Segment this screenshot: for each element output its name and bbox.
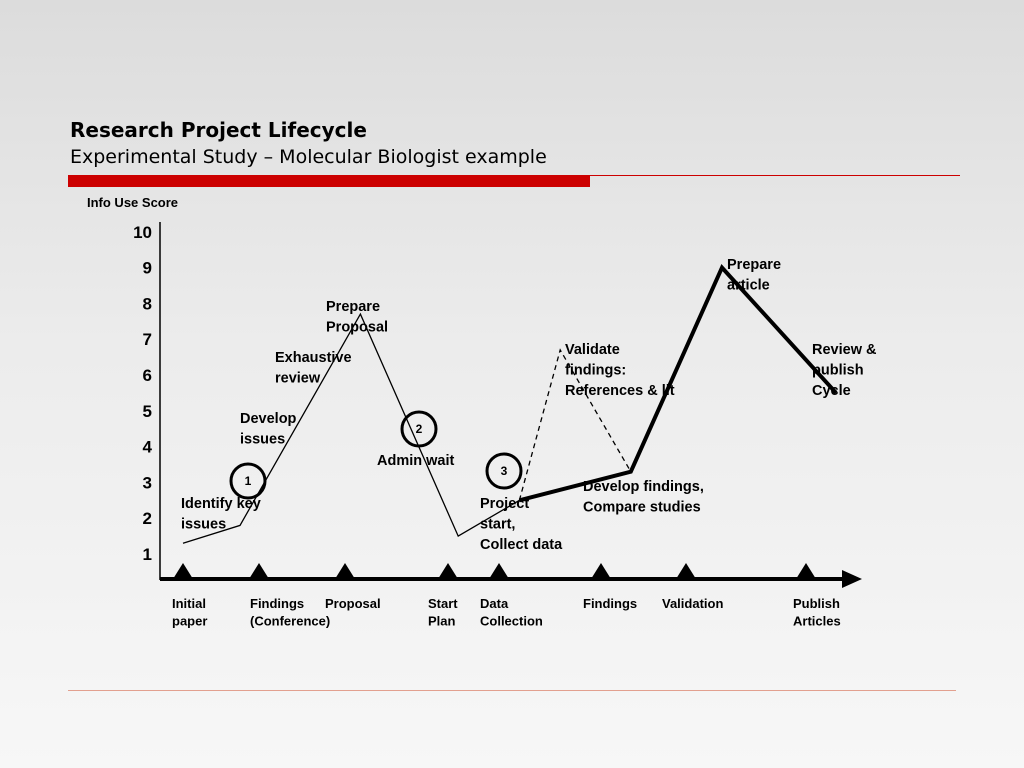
annotation-label: Exhaustive review <box>275 350 352 387</box>
annotation-label: Project start, Collect data <box>480 496 563 553</box>
annotation-label: Admin wait <box>377 453 455 469</box>
milestone-markers <box>173 563 816 579</box>
y-axis-label: Info Use Score <box>87 195 178 210</box>
milestone-marker <box>489 563 509 579</box>
milestone-label: Validation <box>662 596 723 611</box>
stage-marker-number: 1 <box>245 474 252 488</box>
stage-marker-number: 3 <box>501 464 508 478</box>
y-tick-label: 2 <box>143 509 152 528</box>
y-tick-label: 3 <box>143 473 152 492</box>
milestone-label: Initial paper <box>172 596 207 629</box>
footer-rule <box>68 690 956 691</box>
y-tick-labels: 10 9 8 7 6 5 4 3 2 1 <box>133 223 152 564</box>
title-rule-thin <box>590 175 960 176</box>
slide-title: Research Project Lifecycle <box>70 118 367 142</box>
y-tick-label: 1 <box>143 545 152 564</box>
milestone-label: Start Plan <box>428 596 458 629</box>
y-tick-label: 9 <box>143 259 152 278</box>
milestone-label: Data Collection <box>480 596 543 629</box>
annotation-label: Validate findings: References & lit <box>565 342 675 399</box>
y-tick-label: 7 <box>143 330 152 349</box>
milestone-marker <box>796 563 816 579</box>
slide-subtitle: Experimental Study – Molecular Biologist… <box>70 146 547 168</box>
stage-marker-number: 2 <box>416 422 423 436</box>
y-tick-label: 4 <box>143 438 153 457</box>
milestone-label: Findings (Conference) <box>250 596 330 629</box>
series-line-dashed <box>518 348 632 501</box>
y-tick-label: 6 <box>143 366 152 385</box>
milestone-marker <box>591 563 611 579</box>
annotation-label: Review & publish Cycle <box>812 342 877 399</box>
annotation-label: Prepare article <box>727 257 781 294</box>
stage-markers: 1 2 3 <box>229 410 523 500</box>
y-tick-label: 8 <box>143 294 152 313</box>
milestone-marker <box>249 563 269 579</box>
milestone-marker <box>438 563 458 579</box>
milestone-label: Proposal <box>325 596 381 611</box>
milestone-marker <box>173 563 193 579</box>
milestone-labels: Initial paper Findings (Conference)Proposal… <box>172 596 841 629</box>
series-line-thick <box>518 263 838 503</box>
annotation-label: Identify key issues <box>181 496 261 533</box>
stage-marker-circle <box>400 410 438 448</box>
stage-marker-circle <box>485 452 523 490</box>
stage-marker-circle <box>229 462 267 500</box>
x-axis-arrowhead <box>842 570 862 588</box>
milestone-label: Findings <box>583 596 637 611</box>
series-lines <box>182 263 838 544</box>
series-line-thin <box>182 312 520 544</box>
y-tick-label: 5 <box>143 402 152 421</box>
y-tick-label: 10 <box>133 223 152 242</box>
annotation-label: Develop issues <box>240 411 297 448</box>
annotation-label: Develop findings, Compare studies <box>583 479 704 516</box>
milestone-label: Publish Articles <box>793 596 841 629</box>
annotations: Identify key issues Develop issues Exhaustiv… <box>181 257 877 553</box>
title-rule-thick <box>68 175 590 187</box>
annotation-label: Prepare Proposal <box>326 299 388 336</box>
milestone-marker <box>676 563 696 579</box>
milestone-marker <box>335 563 355 579</box>
